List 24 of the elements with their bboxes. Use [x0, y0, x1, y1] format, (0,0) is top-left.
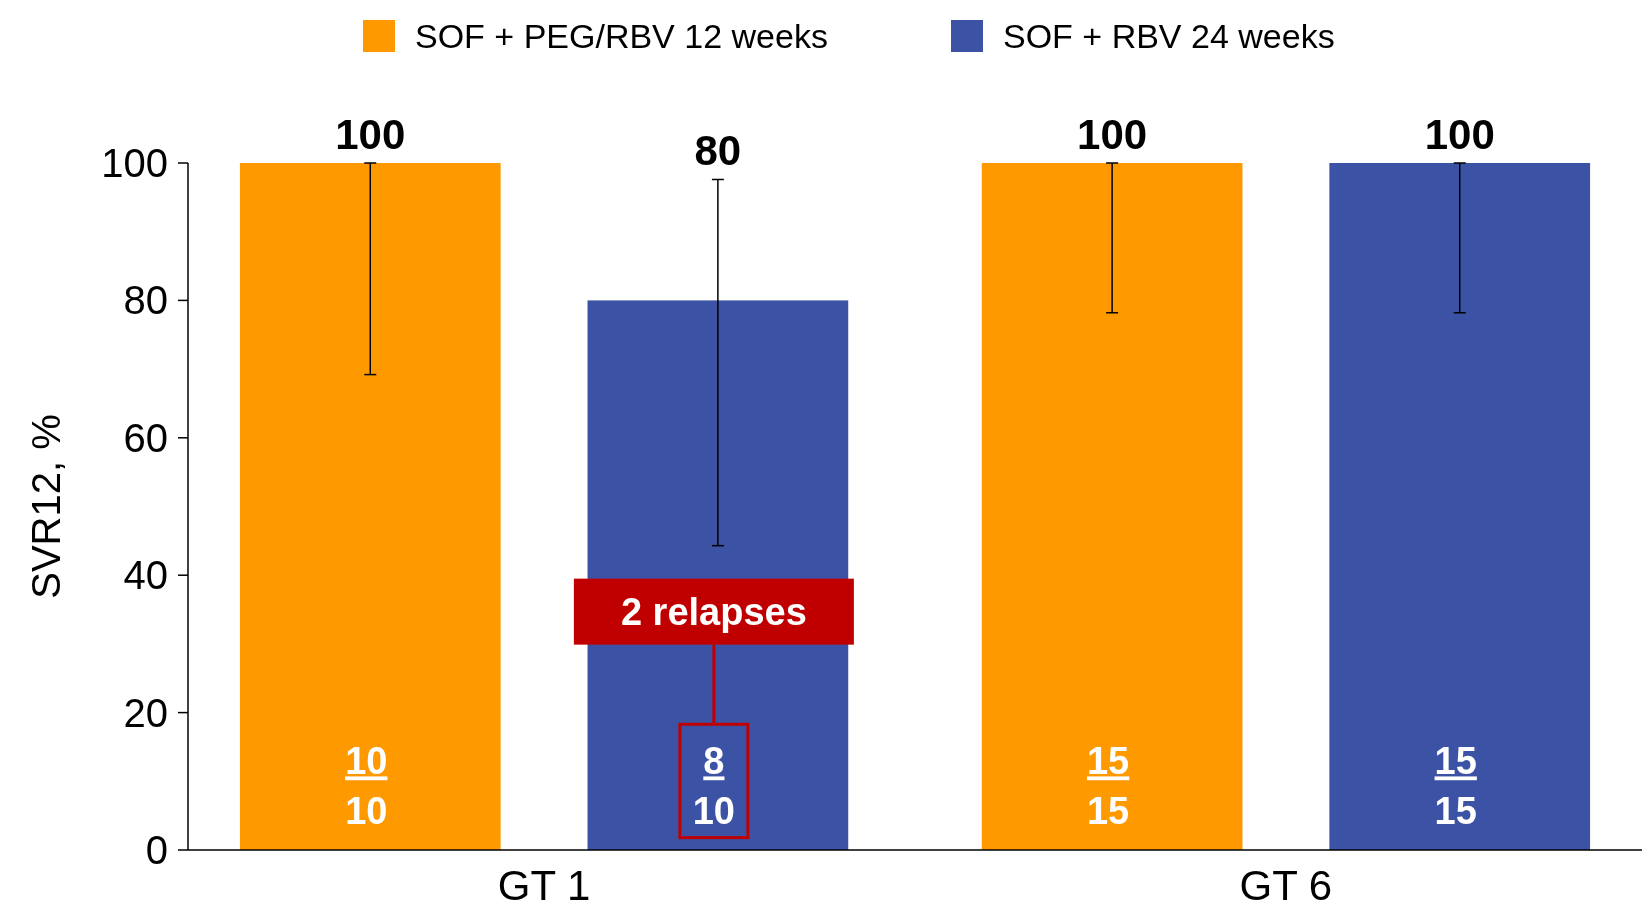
- y-tick-label: 20: [123, 690, 168, 735]
- annotation: 10: [345, 740, 388, 783]
- annotation: 15: [1434, 789, 1477, 832]
- legend-label: SOF + PEG/RBV 12 weeks: [415, 16, 828, 55]
- y-tick-label: 40: [123, 553, 168, 598]
- annotation: 10: [692, 789, 736, 832]
- y-axis-title: SVR12, %: [24, 414, 68, 599]
- annotation: 15: [1086, 740, 1130, 783]
- annotation: 15: [1434, 740, 1477, 783]
- y-tick-label: 0: [145, 828, 168, 872]
- x-tick-label: GT 1: [497, 862, 591, 909]
- y-tick-label: 60: [123, 415, 168, 460]
- annotation: 8: [703, 740, 725, 783]
- annotation: 15: [1086, 789, 1130, 832]
- data-label: 100: [1077, 111, 1148, 158]
- annotation: 10: [345, 789, 388, 832]
- data-label: 80: [694, 127, 742, 175]
- annotation: 2 relapses: [620, 590, 807, 633]
- y-tick-label: 100: [101, 141, 168, 185]
- data-label: 100: [335, 111, 406, 158]
- data-label: 100: [1424, 111, 1495, 158]
- x-tick-label: GT 6: [1239, 862, 1333, 909]
- legend-label: SOF + RBV 24 weeks: [1003, 16, 1335, 55]
- y-tick-label: 80: [123, 278, 168, 323]
